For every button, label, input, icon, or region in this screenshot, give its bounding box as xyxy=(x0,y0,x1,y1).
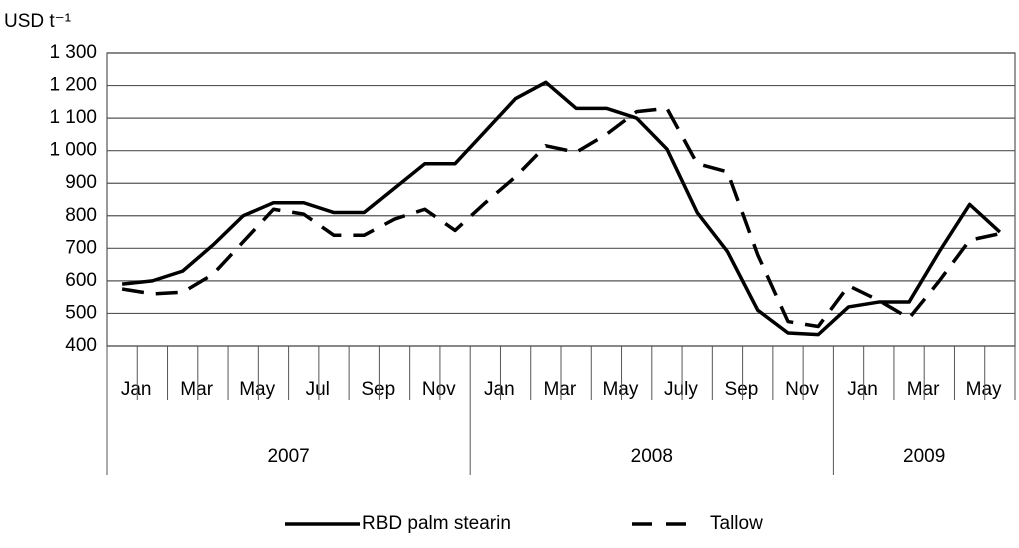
x-tick-label: Mar xyxy=(543,379,576,400)
x-tick-label: Jan xyxy=(847,379,878,400)
legend-label: Tallow xyxy=(710,513,763,534)
x-tick-label: Mar xyxy=(907,379,940,400)
x-tick-label: Jan xyxy=(484,379,515,400)
y-tick-label: 900 xyxy=(65,172,97,193)
x-tick-label: Sep xyxy=(361,379,395,400)
year-label: 2007 xyxy=(267,446,309,467)
y-tick-label: 1 200 xyxy=(49,75,97,96)
y-axis-label: USD t⁻¹ xyxy=(4,11,71,32)
x-tick-label: Nov xyxy=(422,379,456,400)
x-tick-label: Jan xyxy=(121,379,152,400)
x-tick-label: July xyxy=(664,379,698,400)
y-tick-label: 1 000 xyxy=(49,140,97,161)
y-tick-label: 800 xyxy=(65,205,97,226)
y-tick-label: 400 xyxy=(65,335,97,356)
x-tick-label: Sep xyxy=(725,379,759,400)
x-tick-label: May xyxy=(602,379,638,400)
year-label: 2009 xyxy=(903,446,945,467)
line-series xyxy=(121,106,1001,329)
line-series xyxy=(121,80,1002,337)
x-tick-label: Nov xyxy=(785,379,819,400)
year-label: 2008 xyxy=(631,446,673,467)
legend-label: RBD palm stearin xyxy=(362,513,511,534)
x-tick-label: May xyxy=(239,379,275,400)
y-tick-label: 700 xyxy=(65,237,97,258)
x-tick-label: Mar xyxy=(180,379,213,400)
y-tick-label: 1 100 xyxy=(49,107,97,128)
y-tick-label: 1 300 xyxy=(49,42,97,63)
y-tick-label: 500 xyxy=(65,302,97,323)
y-tick-label: 600 xyxy=(65,270,97,291)
x-tick-label: Jul xyxy=(306,379,330,400)
x-tick-label: May xyxy=(966,379,1002,400)
